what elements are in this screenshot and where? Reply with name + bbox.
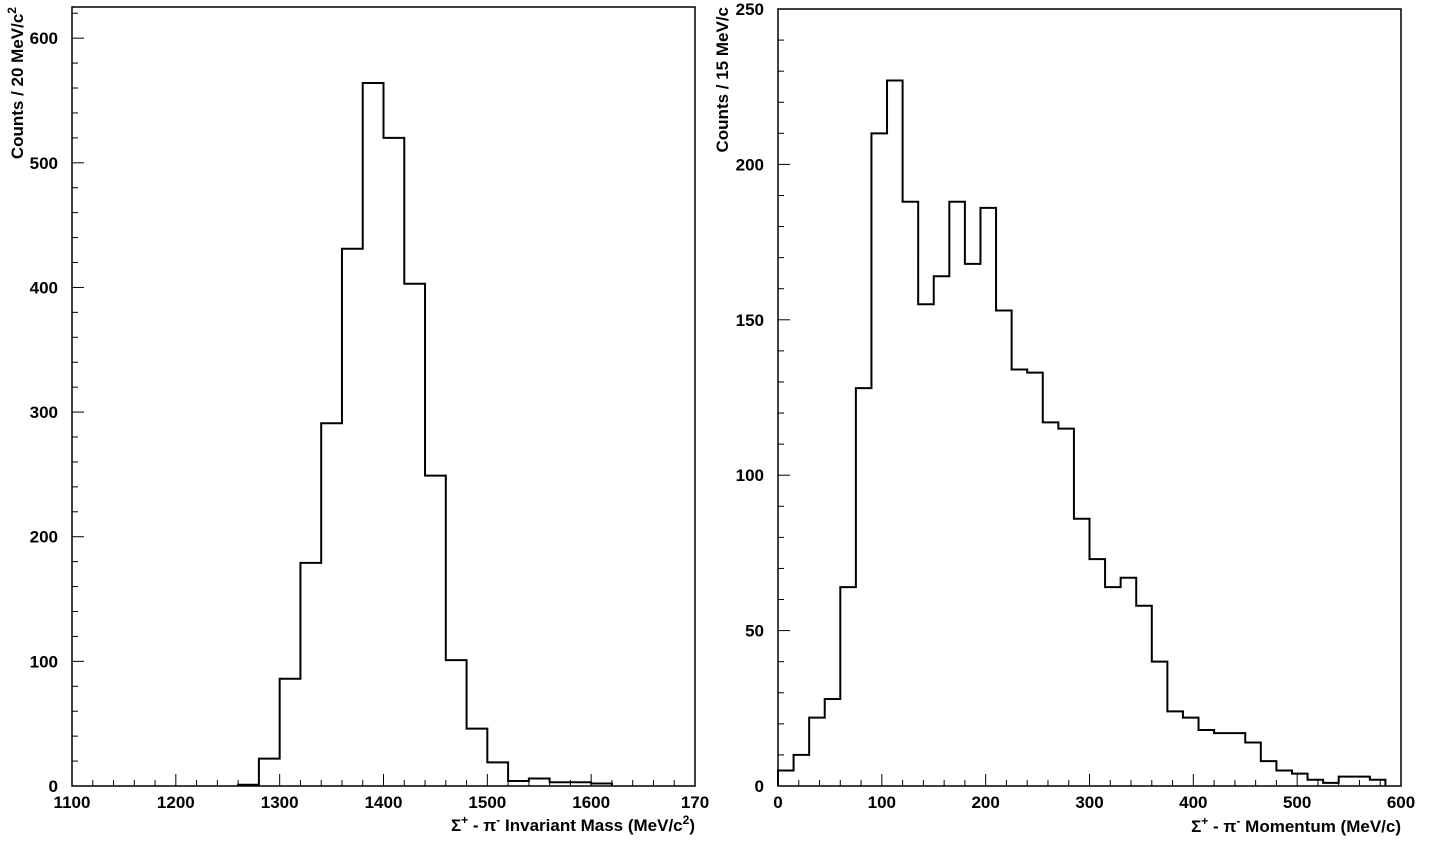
invariant-mass-histogram [237,82,613,786]
momentum-y-tick-label: 0 [755,777,764,796]
invariant-mass-y-tick-label: 500 [30,154,58,173]
invariant-mass-y-tick-label: 300 [30,403,58,422]
invariant-mass-y-tick-labels: 0 100 200 300 400 500 600 [30,29,58,796]
momentum-x-axis-title: Σ+ - π- Momentum (MeV/c) [1191,814,1401,836]
invariant-mass-x-tick-label: 1300 [261,793,299,812]
momentum-y-tick-label: 50 [745,622,764,641]
invariant-mass-y-axis-title: Counts / 20 MeV/c2 [5,7,27,159]
invariant-mass-y-tick-label: 600 [30,29,58,48]
momentum-y-axis-title: Counts / 15 MeV/c [713,7,732,152]
invariant-mass-y-tick-label: 100 [30,652,58,671]
invariant-mass-x-axis-title: Σ+ - π- Invariant Mass (MeV/c2) [451,813,695,835]
momentum-y-tick-labels: 0 50 100 150 200 250 [736,0,764,796]
momentum-y-tick-label: 150 [736,311,764,330]
momentum-x-tick-label: 300 [1075,793,1103,812]
invariant-mass-x-tick-label: 1100 [54,793,91,812]
momentum-y-tick-label: 250 [736,0,764,19]
invariant-mass-y-tick-label: 200 [30,528,58,547]
momentum-x-tick-labels: 0 100 200 300 400 500 600 [773,793,1415,812]
momentum-x-tick-label: 500 [1283,793,1311,812]
momentum-x-tick-label: 600 [1387,793,1415,812]
invariant-mass-x-tick-label: 170 [681,793,709,812]
momentum-plot-frame [777,8,1402,787]
momentum-ticks [777,8,1402,787]
invariant-mass-x-tick-labels: 1100 1200 1300 1400 1500 1600 170 [54,793,710,812]
invariant-mass-y-tick-label: 0 [49,777,58,796]
momentum-x-tick-label: 400 [1179,793,1207,812]
momentum-x-tick-label: 200 [971,793,999,812]
invariant-mass-x-tick-label: 1200 [157,793,195,812]
invariant-mass-panel: 1100 1200 1300 1400 1500 1600 170 0 100 200 300 40… [5,6,710,835]
momentum-histogram [777,79,1387,786]
invariant-mass-x-tick-label: 1500 [468,793,506,812]
momentum-y-tick-label: 100 [736,466,764,485]
momentum-x-tick-label: 100 [868,793,896,812]
momentum-panel: 0 100 200 300 400 500 600 0 50 100 150 200 250 Σ+ -… [713,0,1415,836]
momentum-y-tick-label: 200 [736,155,764,174]
invariant-mass-x-tick-label: 1600 [572,793,610,812]
invariant-mass-x-tick-label: 1400 [365,793,403,812]
momentum-x-tick-label: 0 [773,793,782,812]
invariant-mass-y-tick-label: 400 [30,278,58,297]
